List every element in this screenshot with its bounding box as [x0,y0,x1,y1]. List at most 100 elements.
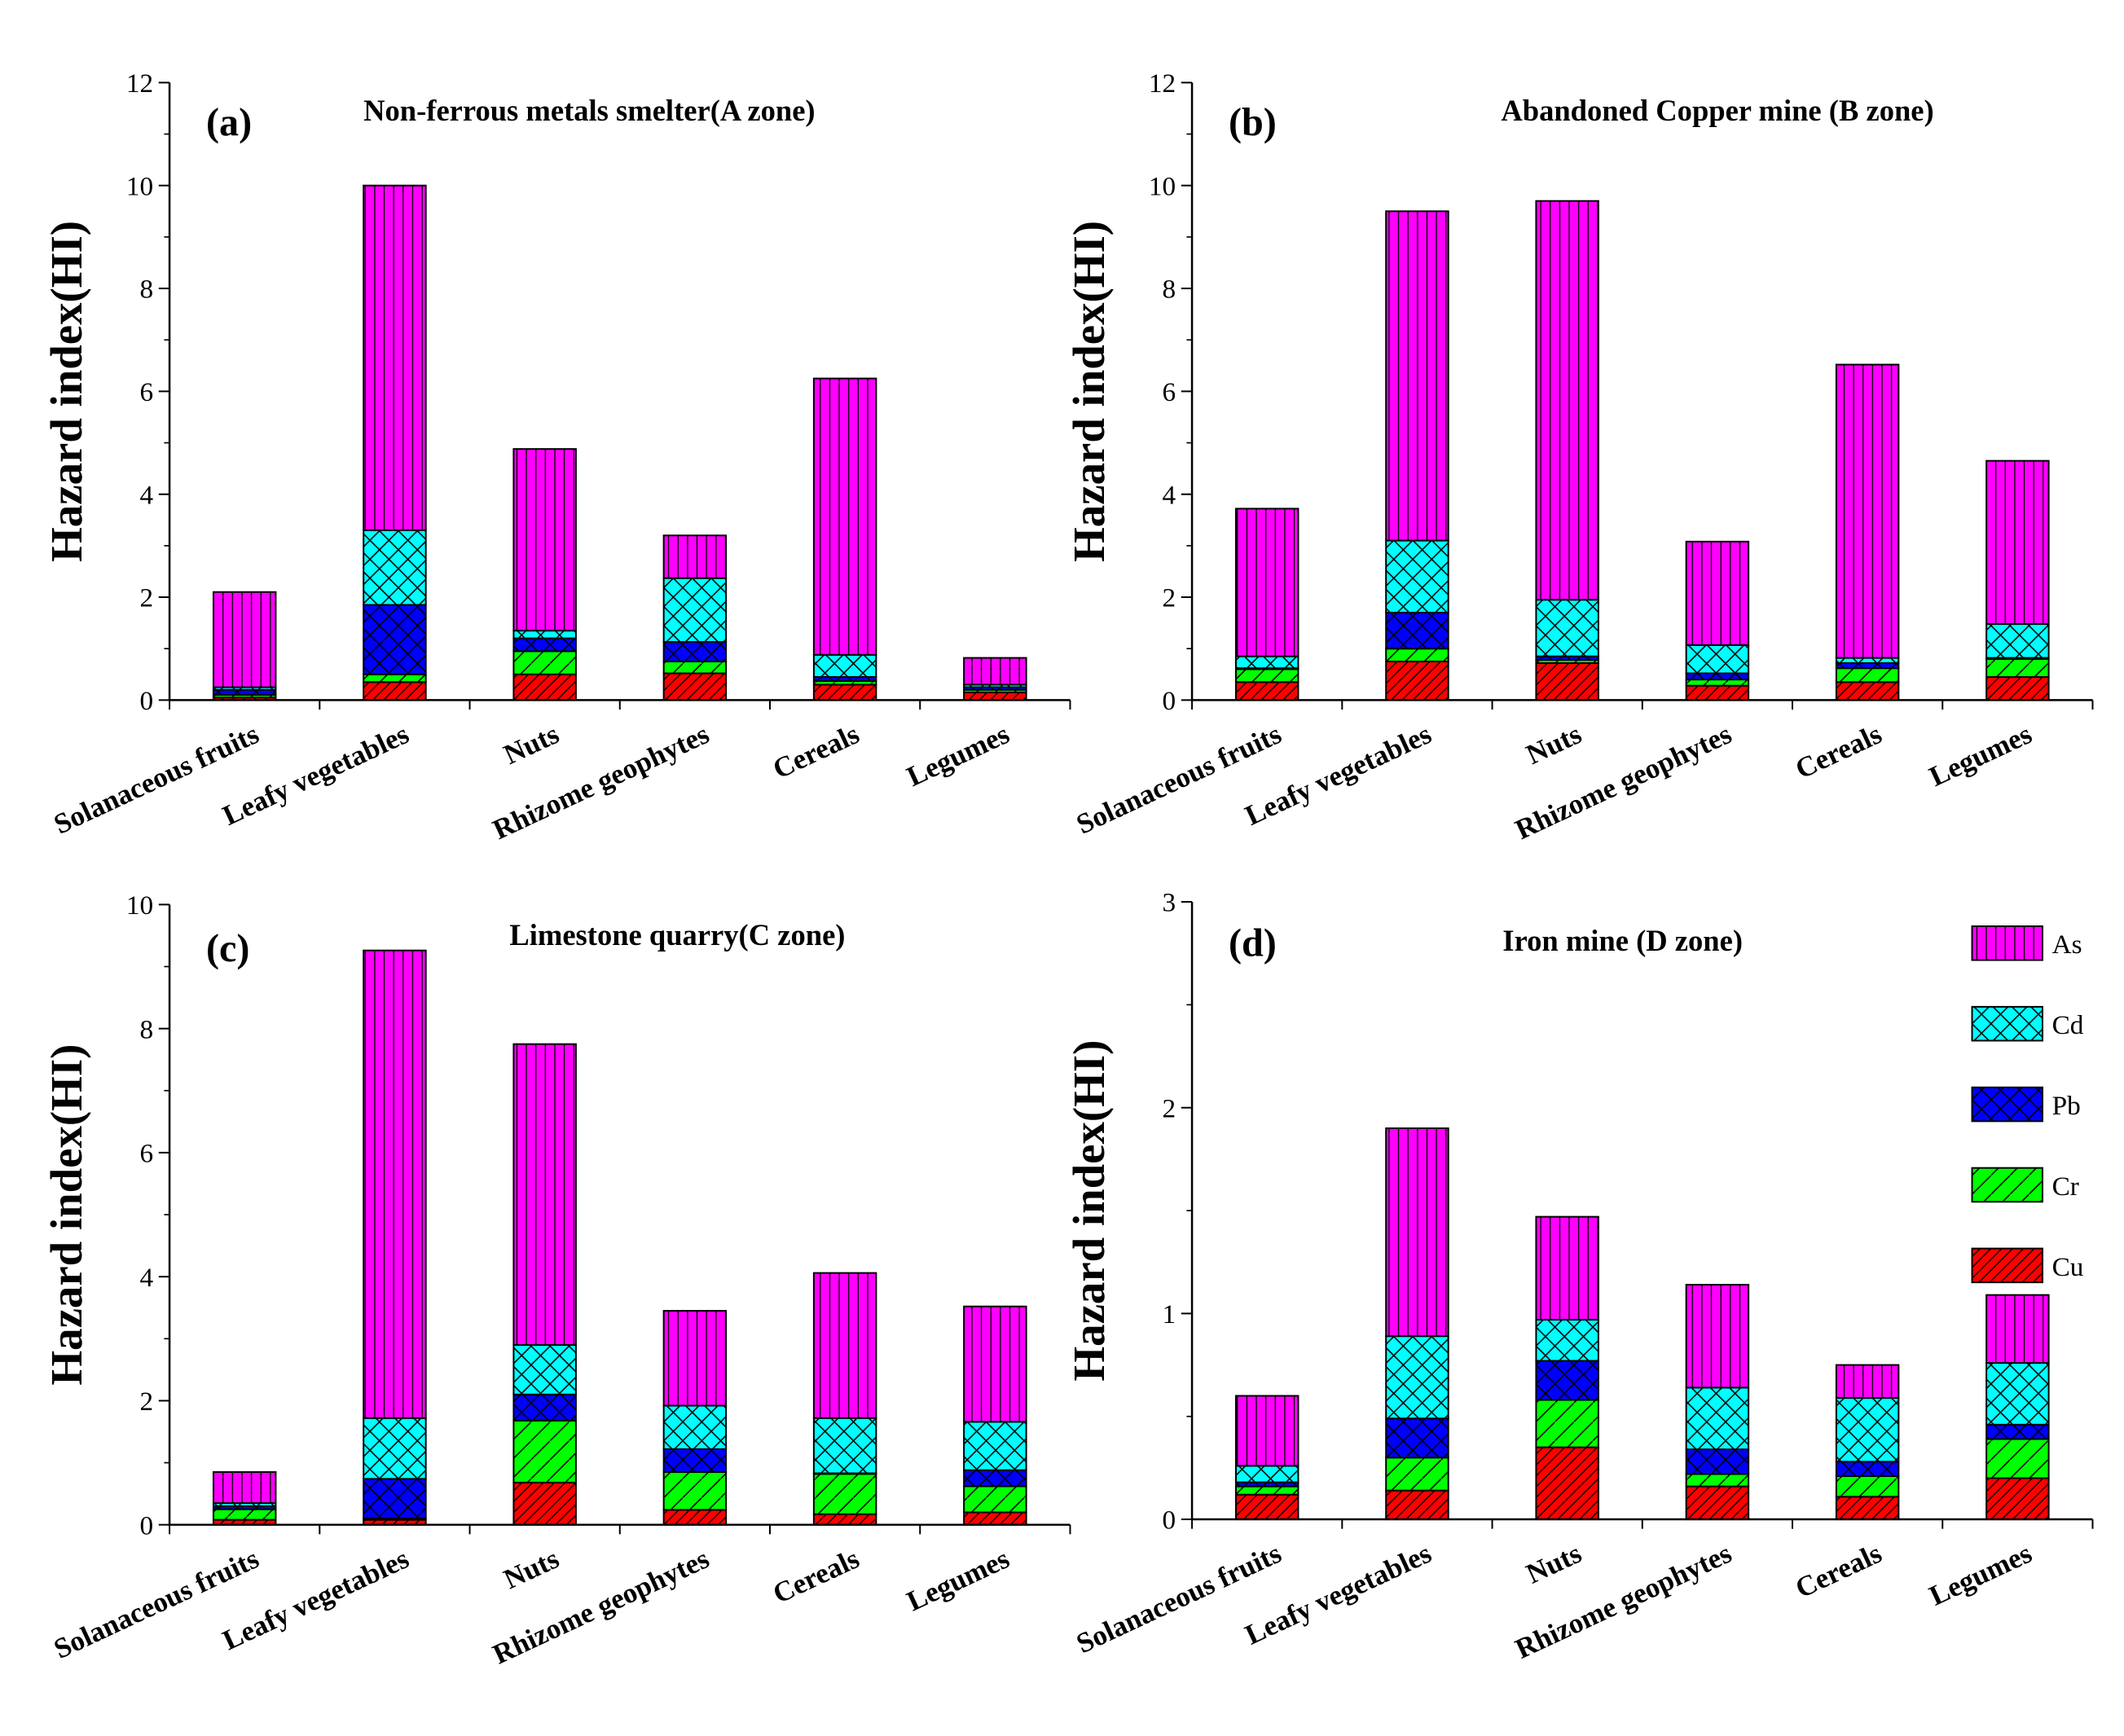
bar-stack [1535,200,1599,701]
x-tick-label: Cereals [1791,1537,1887,1605]
bar-stack [1685,1284,1750,1521]
bar-segment-cu [1535,1446,1599,1521]
bar-segment-pb [1985,1423,2050,1440]
bar-segment-cu [812,1513,877,1526]
bar-segment-as [1234,508,1299,657]
y-tick-label: 1 [1163,1299,1176,1329]
bar-segment-cu [1985,675,2050,701]
bar-segment-cr [1985,657,2050,678]
bar-stack [1385,210,1449,701]
bar-segment-cd [963,1421,1027,1471]
panel-title: Iron mine (D zone) [1502,924,1743,957]
bar-segment-cd [662,1404,728,1450]
bar-stack [1835,363,1900,701]
y-tick-label: 4 [1163,480,1176,510]
panel-tag: (c) [206,927,249,970]
bar-stack [963,1305,1027,1526]
bar-segment-cu [1685,1485,1750,1521]
bar-segment-pb [662,1448,728,1473]
bar-segment-as [212,591,277,688]
bar-stack [1835,1364,1900,1521]
bar-segment-cu [963,1511,1027,1526]
bar-segment-cd [1985,1362,2050,1426]
panel-tag: (a) [206,101,252,144]
bar-segment-cr [1985,1438,2050,1479]
bar-segment-pb [662,641,728,663]
bar-segment-cr [662,661,728,675]
bar-segment-cr [1385,648,1449,663]
bar-segment-cr [1685,1473,1750,1488]
bar-segment-as [963,1305,1027,1423]
bar-segment-cd [662,577,728,644]
bar-segment-cu [1385,661,1449,701]
bar-segment-cr [662,1470,728,1511]
y-tick-label: 6 [140,377,154,407]
bar-segment-as [1685,540,1750,646]
y-tick-label: 2 [1163,1093,1176,1123]
legend-label: Cu [2052,1252,2084,1282]
x-tick-label: Legumes [1924,1537,2037,1612]
bar-segment-cu [1685,684,1750,701]
bar-segment-cr [812,1473,877,1515]
legend-swatch-cr [1971,1167,2043,1203]
y-axis-label: Hazard index(HI) [42,1044,91,1386]
bar-stack [963,657,1027,701]
bar-segment-cu [363,681,427,701]
y-axis-label: Hazard index(HI) [1064,221,1114,562]
bar-stack [1385,1127,1449,1521]
y-tick-label: 8 [140,275,154,305]
bar-segment-cu [1985,1477,2050,1521]
y-tick-label: 6 [1163,377,1176,407]
y-axis-label: Hazard index(HI) [42,221,91,562]
bar-segment-cr [963,1485,1027,1514]
y-tick-label: 12 [1149,68,1176,99]
x-tick-label: Cereals [768,718,864,785]
bar-segment-cu [812,683,877,701]
bar-segment-pb [1685,1448,1750,1475]
y-tick-label: 0 [140,686,154,716]
bar-segment-as [1985,459,2050,625]
bar-segment-cu [1234,681,1299,701]
legend-swatch-as [1971,925,2043,961]
panel-title: Non-ferrous metals smelter(A zone) [363,94,815,127]
bar-segment-as [662,534,728,579]
bar-segment-as [1385,210,1449,542]
y-axis-label: Hazard index(HI) [1064,1040,1114,1382]
bar-segment-cd [1234,655,1299,670]
bar-segment-as [1535,200,1599,601]
y-tick-label: 10 [1149,171,1176,201]
bar-segment-pb [512,637,577,653]
bar-segment-cd [1835,1396,1900,1463]
bar-stack [363,184,427,701]
bar-segment-cd [512,1343,577,1395]
bar-segment-cr [1234,668,1299,683]
bar-segment-cu [1234,1493,1299,1521]
panel-title: Limestone quarry(C zone) [509,918,845,952]
bar-segment-as [363,949,427,1419]
bar-segment-cd [812,653,877,678]
bar-segment-cr [1535,1399,1599,1448]
bar-segment-pb [363,604,427,675]
bar-segment-as [1535,1215,1599,1321]
legend-label: Cd [2052,1010,2084,1040]
legend-swatch-cd [1971,1005,2043,1042]
bar-stack [1234,508,1299,701]
bar-segment-pb [1535,1360,1599,1401]
x-tick-label: Legumes [902,718,1014,793]
x-tick-label: Nuts [499,718,564,771]
bar-segment-as [812,1272,877,1419]
y-tick-label: 0 [140,1510,154,1540]
y-tick-label: 8 [140,1014,154,1044]
bar-segment-cu [662,672,728,701]
legend-label: As [2052,930,2082,960]
bar-segment-cu [662,1509,728,1526]
bar-segment-pb [963,1469,1027,1488]
bar-segment-cd [1234,1465,1299,1483]
panel-tag: (b) [1229,101,1277,144]
bar-segment-as [1685,1284,1750,1389]
bar-segment-as [363,184,427,531]
